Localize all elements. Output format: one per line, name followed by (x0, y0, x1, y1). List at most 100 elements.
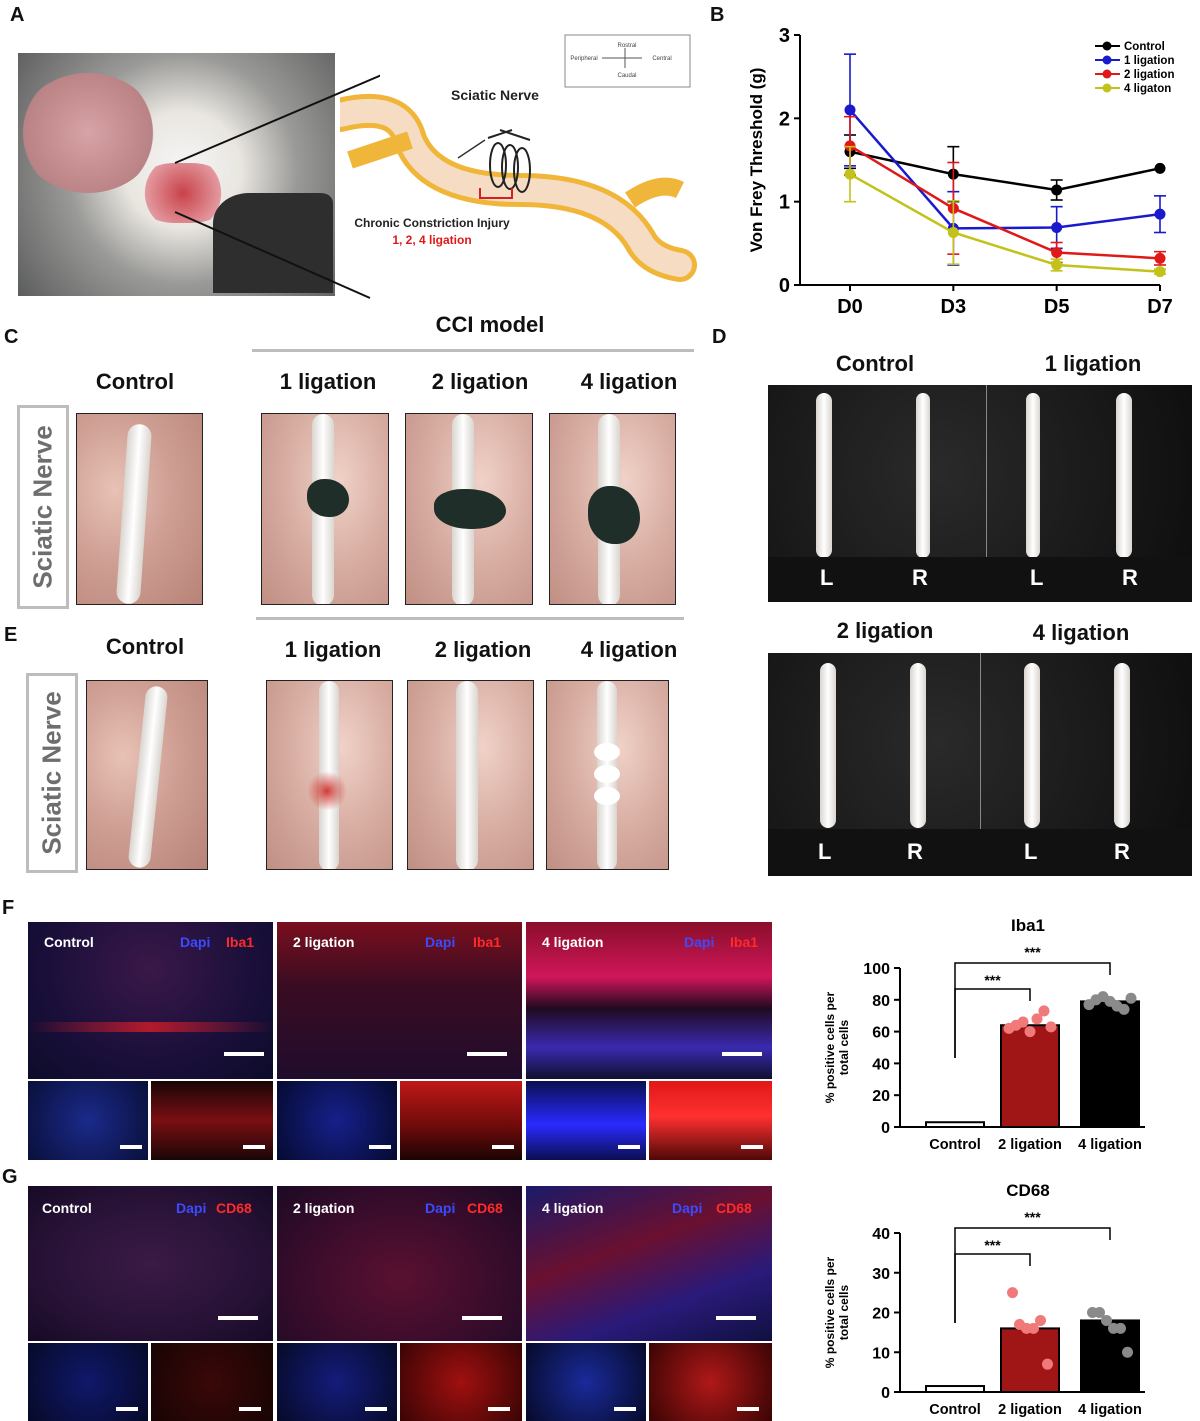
e-photo-1-ligation (266, 680, 393, 870)
c-photo-1-ligation (261, 413, 389, 605)
x-tick-label: 4 ligation (1078, 1137, 1142, 1153)
panel-letter-c: C (4, 326, 19, 348)
f-small-2-dapi (277, 1081, 397, 1160)
panel-letter-e: E (4, 624, 18, 646)
zoom-lines (174, 74, 380, 299)
x-tick-label: D3 (941, 296, 967, 318)
data-point (1031, 1013, 1043, 1025)
bar (1080, 1000, 1140, 1128)
significance-bracket (954, 962, 1111, 1058)
d-top-left-l: L (820, 565, 834, 590)
d-title-1-ligation: 1 ligation (1044, 351, 1142, 376)
legend-marker (1102, 41, 1112, 51)
c-photo-control (76, 413, 203, 605)
e-photo-2-ligation (407, 680, 534, 870)
legend-label: Control (1124, 41, 1165, 53)
series-line-2 (849, 144, 1161, 260)
f-image-control: Control Dapi Iba1 (28, 922, 273, 1079)
data-point (1028, 1322, 1039, 1334)
y-tick-label: 10 (872, 1345, 890, 1362)
g-scalebar-3 (716, 1316, 756, 1320)
c-col-control: Control (95, 369, 175, 394)
data-point (1154, 266, 1166, 278)
g-small-4-dapi (526, 1343, 646, 1421)
legend-marker (1102, 55, 1112, 65)
f-stain-iba1-2: Iba1 (473, 934, 502, 950)
significance-label: *** (1024, 944, 1041, 960)
f-scalebar-1 (224, 1052, 264, 1056)
f-stain-dapi-1: Dapi (180, 934, 211, 950)
x-tick-label: D5 (1044, 296, 1070, 318)
g-scalebar-2 (462, 1316, 502, 1320)
c-col-1-ligation: 1 ligation (279, 369, 377, 394)
g-small-4-cd68 (649, 1343, 772, 1421)
sciatic-schematic: Rostral Caudal Peripheral Central Sciati… (340, 34, 697, 282)
g-small-control-dapi (28, 1343, 148, 1421)
y-tick-label: 60 (872, 1025, 890, 1042)
panel-letter-g: G (2, 1166, 18, 1188)
e-col-control: Control (105, 634, 185, 659)
data-point (1122, 1346, 1133, 1358)
y-axis-label: total cells (837, 1285, 851, 1341)
d-bottom-right-r: R (1114, 839, 1130, 864)
f-label-2-ligation: 2 ligation (293, 934, 355, 950)
cci-divider (252, 349, 694, 352)
y-tick-label: 0 (779, 275, 790, 297)
g-label-4-ligation: 4 ligation (542, 1200, 604, 1216)
d-photo-top: L R L R (768, 385, 1192, 602)
y-tick-label: 1 (779, 192, 790, 214)
data-point (1038, 1005, 1050, 1017)
g-image-control: Control Dapi CD68 (28, 1186, 273, 1341)
legend-label: 2 ligation (1124, 69, 1174, 81)
data-point (1007, 1287, 1018, 1299)
data-point (1154, 208, 1166, 220)
data-point (1045, 1021, 1057, 1033)
g-image-2-ligation: 2 ligation Dapi CD68 (277, 1186, 522, 1341)
data-point (1051, 247, 1063, 258)
y-tick-label: 20 (872, 1088, 890, 1105)
y-tick-label: 20 (872, 1306, 890, 1323)
f-small-4-dapi (526, 1081, 646, 1160)
panel-letter-d: D (712, 326, 727, 348)
bar (925, 1121, 985, 1128)
d-bottom-left-l: L (818, 839, 832, 864)
g-small-2-dapi (277, 1343, 397, 1421)
data-point (1051, 222, 1063, 233)
c-col-4-ligation: 4 ligation (580, 369, 678, 394)
g-label-control: Control (42, 1200, 92, 1216)
panel-letter-f: F (2, 897, 15, 919)
g-small-control-cd68 (151, 1343, 273, 1421)
compass-caudal: Caudal (617, 73, 636, 79)
x-tick-label: Control (929, 1137, 981, 1153)
f-stain-dapi-2: Dapi (425, 934, 456, 950)
cci-model-title: CCI model (435, 312, 545, 337)
data-point (844, 104, 856, 116)
data-point (844, 168, 856, 180)
chart-title: CD68 (1006, 1181, 1049, 1200)
g-stain-cd68-2: CD68 (467, 1200, 503, 1216)
legend-label: 4 ligaton (1124, 83, 1171, 95)
data-point (1118, 1003, 1130, 1015)
schematic-injury-label: Chronic Constriction Injury (354, 216, 510, 230)
d-top-right-l: L (1030, 565, 1044, 590)
d-top-right-r: R (1122, 565, 1138, 590)
d-title-2-ligation: 2 ligation (836, 618, 934, 643)
y-axis-label: % positive cells per (823, 1256, 837, 1368)
g-label-2-ligation: 2 ligation (293, 1200, 355, 1216)
significance-label: *** (1024, 1209, 1041, 1225)
series-line-1 (849, 109, 1161, 230)
d-title-control: Control (835, 351, 915, 376)
data-point (1051, 184, 1063, 196)
bar (1000, 1024, 1060, 1128)
y-tick-label: 40 (872, 1056, 890, 1073)
g-image-4-ligation: 4 ligation Dapi CD68 (526, 1186, 772, 1341)
compass-central: Central (652, 56, 671, 62)
data-point (1051, 259, 1063, 271)
c-photo-2-ligation (405, 413, 533, 605)
y-tick-label: 30 (872, 1266, 890, 1283)
e-col-2-ligation: 2 ligation (434, 637, 532, 662)
chart-title: Iba1 (1011, 916, 1045, 935)
y-axis-label: total cells (837, 1020, 851, 1076)
e-row-label: Sciatic Nerve (26, 673, 78, 873)
surgery-photo (18, 53, 335, 296)
